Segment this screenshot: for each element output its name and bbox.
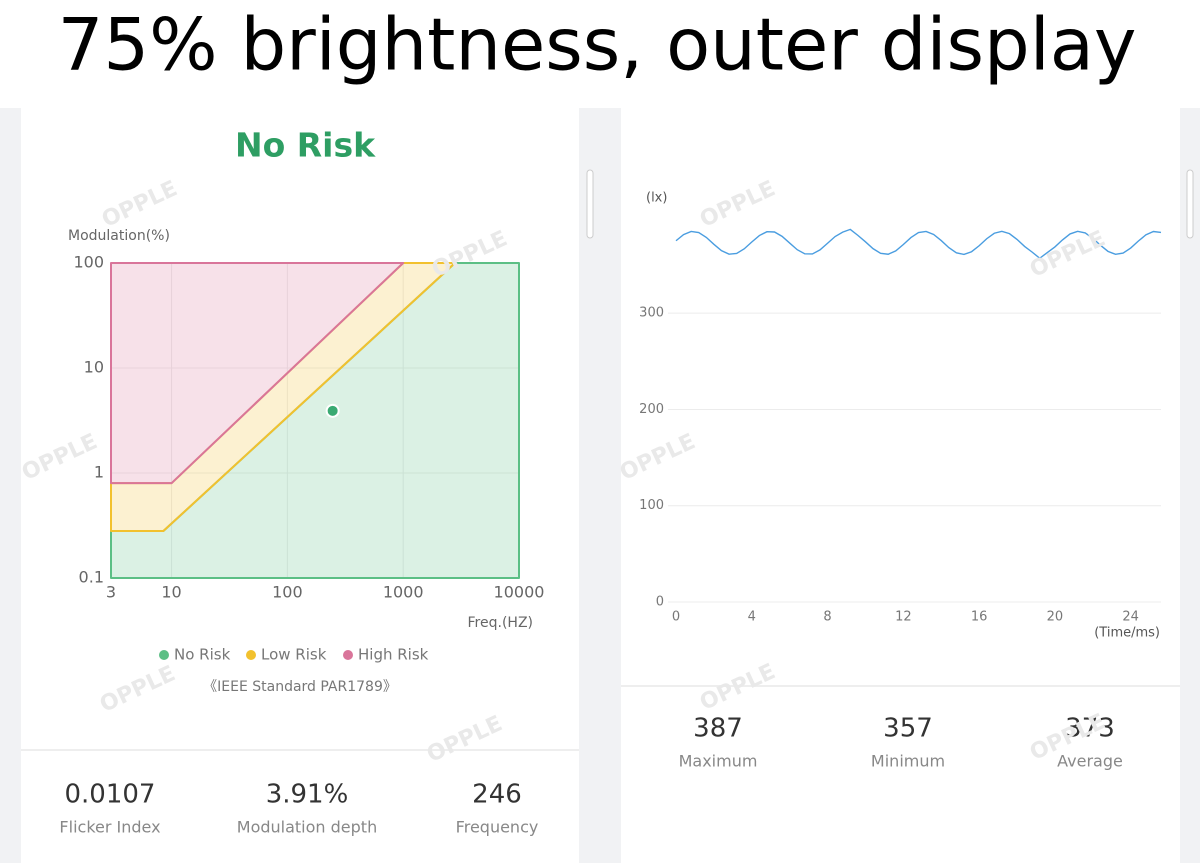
x-tick-label: 8: [823, 610, 831, 625]
stat-label: Maximum: [679, 752, 758, 771]
y-tick-label: 0: [656, 595, 664, 610]
y-tick-label: 100: [639, 498, 664, 513]
x-tick-label: 3: [106, 583, 116, 602]
y-tick-label: 10: [84, 358, 104, 377]
x-axis-label: (Time/ms): [1094, 626, 1160, 641]
standard-note: 《IEEE Standard PAR1789》: [203, 679, 397, 695]
y-tick-label: 100: [73, 253, 104, 272]
stat-value: 387: [693, 714, 743, 744]
x-tick-label: 16: [971, 610, 988, 625]
legend-label: High Risk: [358, 646, 429, 664]
stat-label: Modulation depth: [237, 818, 377, 837]
x-tick-label: 0: [672, 610, 680, 625]
y-tick-label: 300: [639, 306, 664, 321]
legend-dot: [159, 650, 169, 660]
data-point: [325, 403, 340, 418]
left-card: [21, 108, 579, 863]
x-tick-label: 12: [895, 610, 912, 625]
risk-region: [110, 262, 405, 485]
stat-value: 0.0107: [65, 780, 156, 810]
stat-label: Minimum: [871, 752, 945, 771]
scrollbar[interactable]: [1186, 169, 1194, 239]
x-tick-label: 4: [748, 610, 756, 625]
stat-label: Flicker Index: [59, 818, 160, 837]
stat-value: 357: [883, 714, 933, 744]
stat-value: 373: [1065, 714, 1115, 744]
x-tick-label: 20: [1047, 610, 1064, 625]
legend-label: No Risk: [174, 646, 231, 664]
stat-value: 3.91%: [266, 780, 349, 810]
stat-value: 246: [472, 780, 522, 810]
x-tick-label: 100: [272, 583, 303, 602]
waveform-line: [675, 228, 1162, 260]
y-tick-label: 0.1: [79, 568, 104, 587]
legend-dot: [246, 650, 256, 660]
y-axis-label: (lx): [646, 191, 667, 206]
risk-status: No Risk: [235, 126, 376, 165]
scrollbar[interactable]: [586, 169, 594, 239]
stat-label: Frequency: [456, 818, 539, 837]
y-tick-label: 200: [639, 402, 664, 417]
y-axis-label: Modulation(%): [68, 228, 170, 244]
stat-label: Average: [1057, 752, 1123, 771]
y-tick-label: 1: [94, 463, 104, 482]
x-tick-label: 10: [161, 583, 181, 602]
x-axis-label: Freq.(HZ): [468, 615, 533, 631]
x-tick-label: 24: [1122, 610, 1139, 625]
legend-dot: [343, 650, 353, 660]
x-tick-label: 10000: [494, 583, 545, 602]
x-tick-label: 1000: [383, 583, 424, 602]
legend-label: Low Risk: [261, 646, 327, 664]
header-title: 75% brightness, outer display: [58, 3, 1137, 87]
